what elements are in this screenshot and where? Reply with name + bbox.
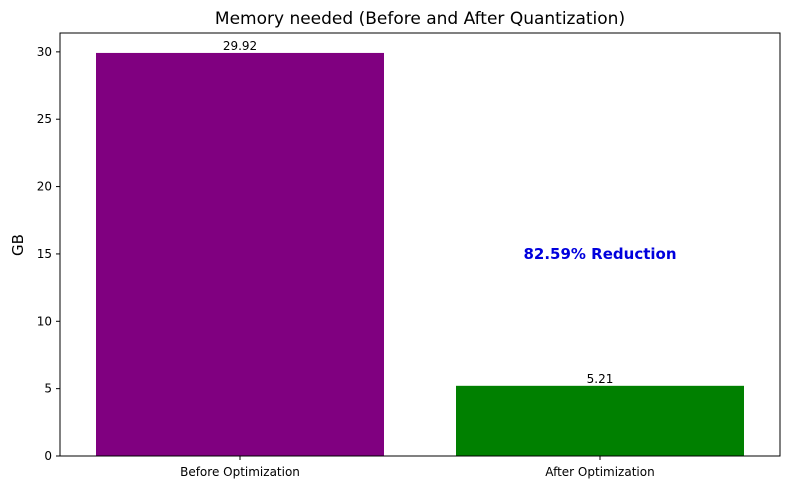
x-tick-label: After Optimization (545, 465, 654, 479)
reduction-annotation: 82.59% Reduction (523, 245, 676, 263)
y-tick-label: 20 (37, 180, 52, 194)
y-axis-ticks: 0 5 10 15 20 25 30 (37, 45, 60, 463)
data-labels: 29.92 5.21 (223, 39, 614, 386)
y-axis-label: GB (9, 234, 27, 256)
bar-0 (96, 52, 384, 456)
chart-title: Memory needed (Before and After Quantiza… (215, 9, 625, 29)
x-axis-ticks: Before Optimization After Optimization (180, 456, 655, 479)
y-tick-label: 25 (37, 112, 52, 126)
y-tick-label: 30 (37, 45, 52, 59)
y-tick-label: 10 (37, 314, 52, 328)
y-tick-label: 5 (44, 382, 52, 396)
x-tick-label: Before Optimization (180, 465, 300, 479)
bars (96, 52, 744, 456)
y-tick-label: 15 (37, 247, 52, 261)
plot-frame (59, 32, 781, 457)
y-tick-label: 0 (44, 449, 52, 463)
data-label: 5.21 (587, 372, 614, 386)
data-label: 29.92 (223, 39, 257, 53)
bar-1 (456, 385, 744, 456)
